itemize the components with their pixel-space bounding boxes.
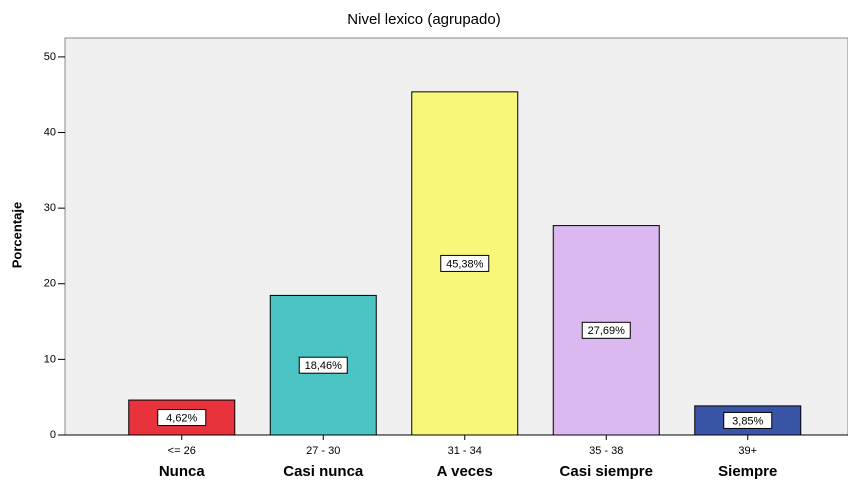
value-label: 3,85%: [732, 415, 763, 427]
category-description: Casi nunca: [283, 463, 364, 480]
x-tick-label: 39+: [738, 445, 757, 457]
x-tick-label: 31 - 34: [448, 445, 482, 457]
category-description: A veces: [437, 463, 493, 480]
value-label-box: [298, 356, 348, 374]
y-tick-label: 0: [50, 429, 56, 441]
y-axis-label: Porcentaje: [9, 202, 24, 268]
value-label-box: [157, 409, 207, 427]
value-label-box: [723, 411, 773, 429]
y-tick-label: 30: [44, 202, 56, 214]
x-tick-label: <= 26: [168, 445, 196, 457]
y-tick-label: 40: [44, 126, 56, 138]
value-label-box: [440, 254, 490, 272]
chart-title: Nivel lexico (agrupado): [347, 11, 500, 28]
value-label: 45,38%: [446, 258, 484, 270]
x-tick-label: 35 - 38: [589, 445, 623, 457]
y-tick-label: 20: [44, 278, 56, 290]
category-description: Casi siempre: [560, 463, 653, 480]
y-tick-label: 50: [44, 51, 56, 63]
value-label: 27,69%: [588, 325, 626, 337]
category-description: Siempre: [718, 463, 777, 480]
y-tick-label: 10: [44, 353, 56, 365]
value-label: 18,46%: [305, 360, 343, 372]
value-label-box: [581, 321, 631, 339]
category-description: Nunca: [159, 463, 206, 480]
value-label: 4,62%: [166, 412, 197, 424]
x-tick-label: 27 - 30: [306, 445, 340, 457]
